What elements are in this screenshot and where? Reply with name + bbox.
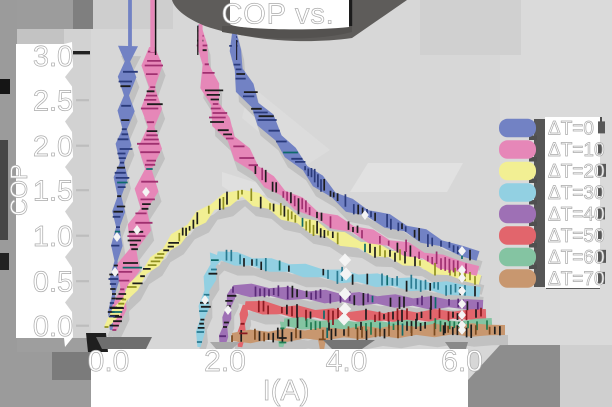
svg-text:COP: COP [6, 164, 33, 216]
svg-text:0.5: 0.5 [33, 267, 73, 299]
svg-text:1.5: 1.5 [33, 176, 73, 208]
svg-text:0.0: 0.0 [33, 311, 73, 343]
svg-text:2.0: 2.0 [204, 345, 246, 378]
svg-text:6.0: 6.0 [441, 345, 483, 378]
svg-text:3.0: 3.0 [33, 41, 73, 73]
svg-text:4.0: 4.0 [326, 345, 368, 378]
svg-text:ΔT=20: ΔT=20 [548, 162, 605, 183]
svg-text:COP vs.: COP vs. [221, 0, 334, 31]
svg-text:2.5: 2.5 [33, 86, 73, 118]
svg-text:ΔT=10: ΔT=10 [548, 140, 605, 161]
svg-text:0.0: 0.0 [88, 345, 130, 378]
svg-text:2.0: 2.0 [33, 131, 73, 163]
svg-text:ΔT=60: ΔT=60 [548, 248, 605, 269]
svg-text:ΔT=40: ΔT=40 [548, 205, 605, 226]
svg-text:ΔT=50: ΔT=50 [548, 226, 605, 247]
svg-text:I(A): I(A) [263, 375, 310, 407]
svg-text:ΔT=0: ΔT=0 [548, 119, 594, 140]
svg-text:ΔT=70: ΔT=70 [548, 269, 605, 290]
svg-text:1.0: 1.0 [33, 221, 73, 253]
svg-text:ΔT=30: ΔT=30 [548, 183, 605, 204]
